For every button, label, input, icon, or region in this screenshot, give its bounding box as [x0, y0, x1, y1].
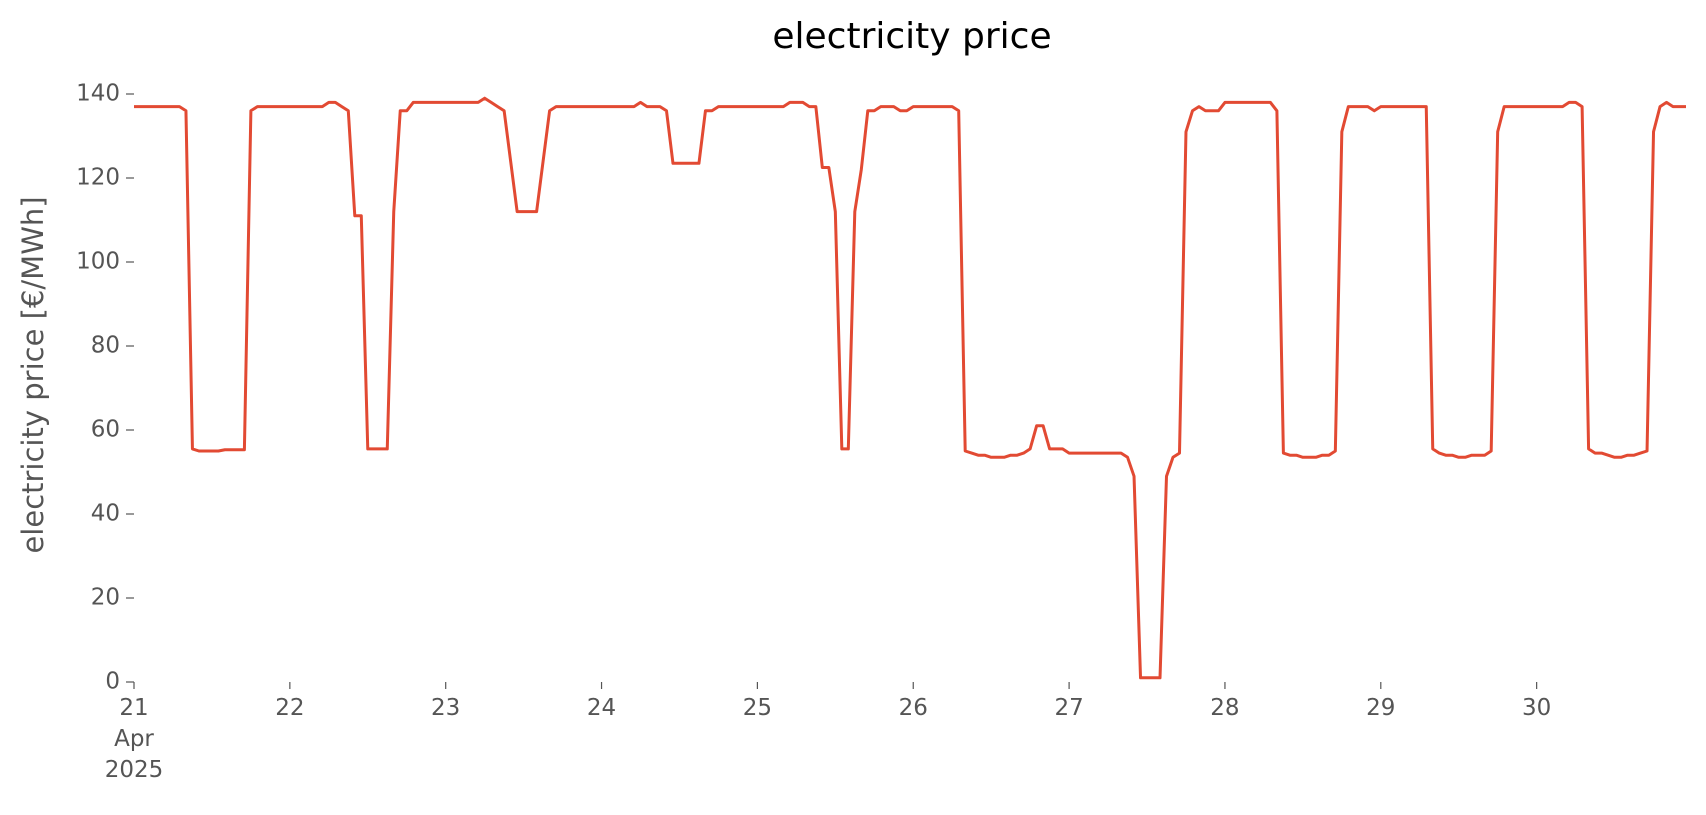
x-tick-label: 27	[1054, 695, 1084, 721]
x-tick-label: 23	[431, 695, 461, 721]
y-tick-label: 0	[105, 669, 120, 695]
y-tick-label: 80	[91, 333, 120, 359]
y-axis-label: electricity price [€/MWh]	[16, 196, 50, 553]
y-tick-label: 60	[91, 417, 120, 443]
chart-title: electricity price	[772, 16, 1051, 57]
y-tick-label: 40	[91, 501, 120, 527]
x-tick-label: 30	[1522, 695, 1552, 721]
x-tick-label: 21 Apr 2025	[104, 695, 164, 783]
y-tick-label: 140	[76, 81, 120, 107]
x-tick-label: 25	[742, 695, 773, 721]
y-tick-label: 100	[76, 249, 120, 275]
x-tick-label: 29	[1366, 695, 1396, 721]
x-tick-label: 26	[898, 695, 928, 721]
x-tick-label: 24	[586, 695, 617, 721]
x-tick-label: 22	[275, 695, 305, 721]
x-tick-label: 28	[1210, 695, 1240, 721]
y-tick-label: 20	[91, 585, 120, 611]
price-line	[134, 96, 1686, 680]
y-tick-label: 120	[76, 165, 120, 191]
